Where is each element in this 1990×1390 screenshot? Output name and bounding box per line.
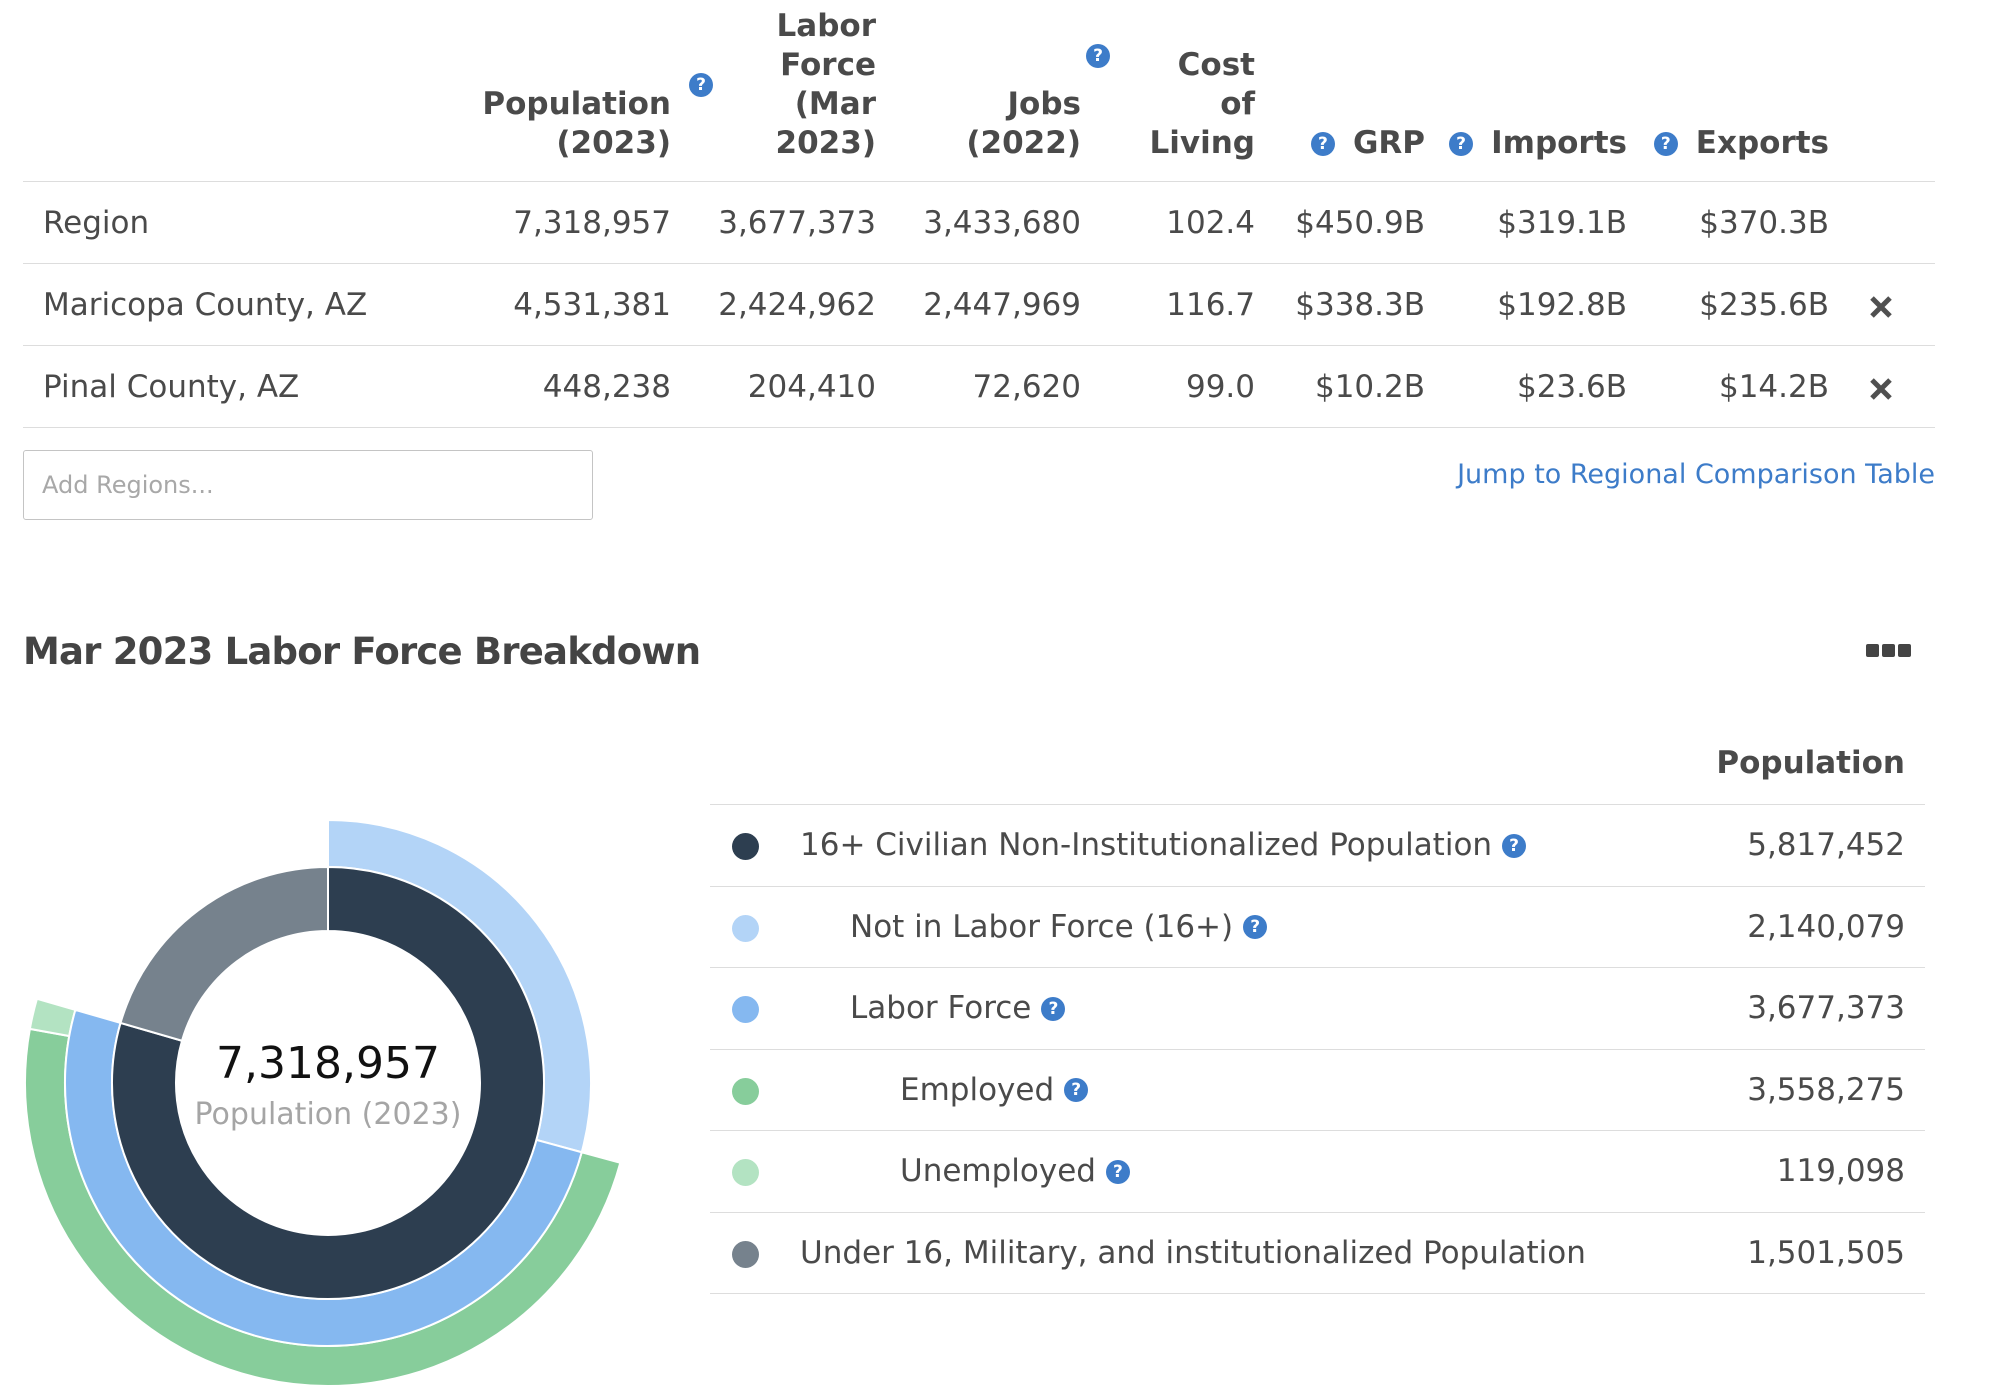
breakdown-legend-table: Population 16+ Civilian Non-Institutiona… xyxy=(710,735,1925,1294)
legend-row[interactable]: Employed ? 3,558,275 xyxy=(710,1050,1925,1131)
add-regions-input[interactable] xyxy=(23,450,593,520)
legend-value: 2,140,079 xyxy=(1747,908,1905,945)
legend-row[interactable]: Labor Force ? 3,677,373 xyxy=(710,968,1925,1050)
table-row: Maricopa County, AZ 4,531,381 2,424,962 … xyxy=(23,264,1935,346)
legend-row[interactable]: Under 16, Military, and institutionalize… xyxy=(710,1213,1925,1294)
table-row: Region 7,318,957 3,677,373 3,433,680 102… xyxy=(23,182,1935,264)
question-circle-icon[interactable]: ? xyxy=(1449,131,1474,156)
legend-label: Employed xyxy=(900,1071,1055,1108)
question-circle-icon[interactable]: ? xyxy=(1653,131,1678,156)
legend-value: 3,677,373 xyxy=(1747,990,1905,1026)
series-dot xyxy=(732,1077,759,1105)
comparison-table: Population (2023) ? Labor Force (Mar 202… xyxy=(23,0,1935,428)
labor-force-donut-chart xyxy=(24,818,622,1387)
labor-force-cell: 204,410 xyxy=(747,369,876,405)
imports-cell: $192.8B xyxy=(1497,287,1627,323)
jobs-cell: 3,433,680 xyxy=(923,205,1081,241)
imports-cell: $23.6B xyxy=(1516,369,1627,405)
question-circle-icon[interactable]: ? xyxy=(1086,44,1110,68)
close-x-icon[interactable] xyxy=(1868,376,1894,402)
donut-center-value: 7,318,957 xyxy=(216,1038,440,1089)
section-title: Mar 2023 Labor Force Breakdown xyxy=(23,630,701,673)
population-cell: 448,238 xyxy=(542,369,671,405)
region-name: Maricopa County, AZ xyxy=(43,287,368,323)
exports-cell: $235.6B xyxy=(1699,287,1829,323)
series-dot xyxy=(732,1240,759,1268)
legend-label: Labor Force xyxy=(850,990,1032,1026)
legend-row[interactable]: Not in Labor Force (16+) ? 2,140,079 xyxy=(710,887,1925,968)
labor-force-cell: 3,677,373 xyxy=(718,205,876,241)
legend-value: 1,501,505 xyxy=(1747,1234,1905,1271)
question-circle-icon[interactable]: ? xyxy=(1041,996,1066,1021)
series-dot xyxy=(732,1159,759,1186)
legend-row[interactable]: 16+ Civilian Non-Institutionalized Popul… xyxy=(710,805,1925,887)
question-circle-icon[interactable]: ? xyxy=(689,73,713,97)
table-header: Population (2023) ? Labor Force (Mar 202… xyxy=(23,0,1935,182)
region-name: Region xyxy=(43,205,150,241)
exports-cell: $14.2B xyxy=(1718,369,1829,405)
jobs-cell: 2,447,969 xyxy=(923,287,1081,323)
series-dot xyxy=(732,914,759,942)
col-header-population[interactable]: Population (2023) xyxy=(482,86,671,161)
question-circle-icon[interactable]: ? xyxy=(1502,833,1527,858)
question-circle-icon[interactable]: ? xyxy=(1310,131,1335,156)
legend-value: 119,098 xyxy=(1776,1153,1905,1189)
col-header-cost-of-living[interactable]: Cost of Living xyxy=(1149,47,1255,161)
more-dots-icon[interactable] xyxy=(1866,644,1911,657)
cost-of-living-cell: 102.4 xyxy=(1166,205,1255,241)
donut-center-label: Population (2023) xyxy=(194,1097,462,1132)
donut-segment-unemployed[interactable] xyxy=(28,997,77,1038)
legend-label: Not in Labor Force (16+) xyxy=(850,908,1234,945)
close-x-icon[interactable] xyxy=(1868,294,1894,320)
jump-to-comparison-link[interactable]: Jump to Regional Comparison Table xyxy=(1457,459,1935,490)
col-header-imports[interactable]: ? Imports xyxy=(1449,124,1627,163)
donut-segment-civilian-16plus[interactable] xyxy=(111,865,546,1300)
population-column-header: Population xyxy=(1716,745,1905,781)
labor-force-cell: 2,424,962 xyxy=(718,287,876,323)
col-header-labor-force[interactable]: Labor Force (Mar 2023) xyxy=(775,8,876,161)
grp-cell: $450.9B xyxy=(1295,205,1425,241)
legend-value: 3,558,275 xyxy=(1747,1071,1905,1108)
question-circle-icon[interactable]: ? xyxy=(1243,915,1268,940)
grp-cell: $10.2B xyxy=(1314,369,1425,405)
population-cell: 4,531,381 xyxy=(513,287,671,323)
imports-cell: $319.1B xyxy=(1497,205,1627,241)
legend-value: 5,817,452 xyxy=(1747,827,1905,863)
series-dot xyxy=(732,833,759,860)
col-header-exports[interactable]: ? Exports xyxy=(1653,124,1829,163)
population-cell: 7,318,957 xyxy=(513,205,671,241)
table-row: Pinal County, AZ 448,238 204,410 72,620 … xyxy=(23,346,1935,428)
exports-cell: $370.3B xyxy=(1699,205,1829,241)
question-circle-icon[interactable]: ? xyxy=(1105,1159,1130,1184)
legend-label: Under 16, Military, and institutionalize… xyxy=(800,1234,1586,1271)
cost-of-living-cell: 99.0 xyxy=(1185,369,1255,405)
jobs-cell: 72,620 xyxy=(972,369,1081,405)
col-header-jobs[interactable]: Jobs (2022) xyxy=(966,86,1081,161)
question-circle-icon[interactable]: ? xyxy=(1064,1078,1089,1103)
legend-label: 16+ Civilian Non-Institutionalized Popul… xyxy=(800,827,1493,863)
cost-of-living-cell: 116.7 xyxy=(1166,287,1255,323)
region-name: Pinal County, AZ xyxy=(43,369,300,405)
col-header-grp[interactable]: ? GRP xyxy=(1310,124,1425,163)
grp-cell: $338.3B xyxy=(1295,287,1425,323)
legend-header: Population xyxy=(710,735,1925,805)
donut-segment-under-16-military[interactable] xyxy=(119,865,329,1042)
series-dot xyxy=(732,996,759,1023)
legend-row[interactable]: Unemployed ? 119,098 xyxy=(710,1131,1925,1213)
legend-label: Unemployed xyxy=(900,1153,1096,1189)
